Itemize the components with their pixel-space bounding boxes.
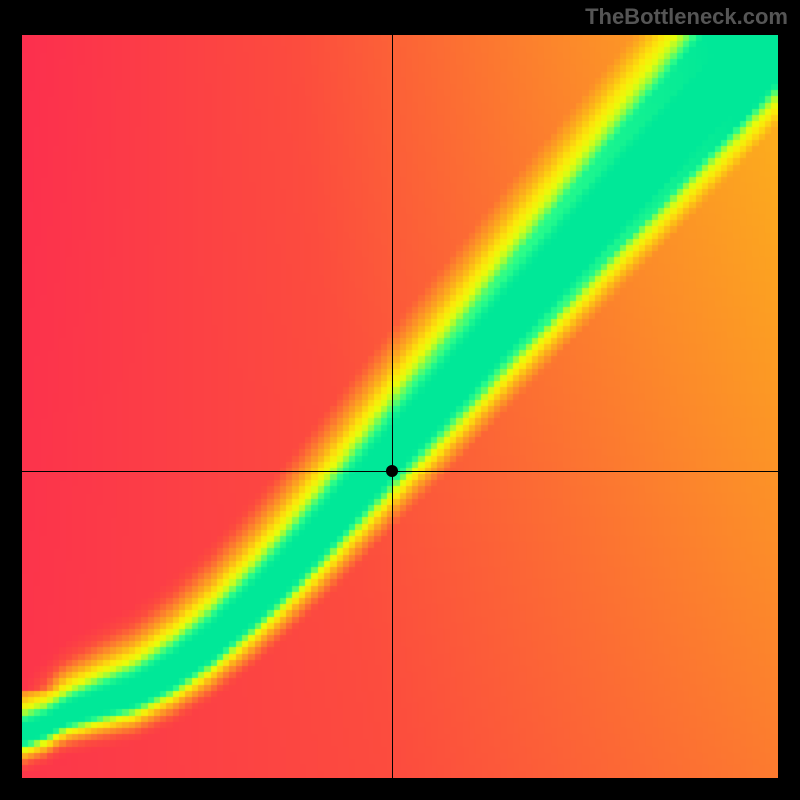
heatmap-plot — [22, 35, 778, 778]
crosshair-vertical — [392, 35, 393, 778]
crosshair-horizontal — [22, 471, 778, 472]
heatmap-canvas — [22, 35, 778, 778]
watermark-text: TheBottleneck.com — [585, 4, 788, 30]
